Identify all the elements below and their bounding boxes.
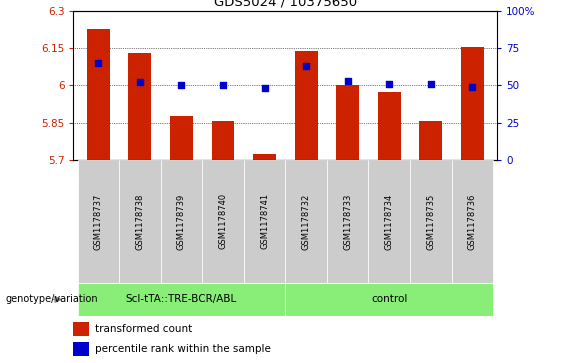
Bar [119,160,160,283]
Bar [419,121,442,160]
Bar [451,160,493,283]
Point [177,82,186,88]
Bar [368,160,410,283]
Text: GSM1178733: GSM1178733 [343,193,352,250]
Point [468,84,477,90]
Point [260,85,269,91]
Bar [378,91,401,160]
Bar [77,160,119,283]
Text: GSM1178736: GSM1178736 [468,193,477,250]
Text: GSM1178739: GSM1178739 [177,193,186,249]
Bar [73,322,89,336]
Bar [461,47,484,160]
Point [385,81,394,87]
Bar [170,116,193,160]
Bar [410,160,451,283]
Text: GSM1178734: GSM1178734 [385,193,394,249]
Bar [336,85,359,160]
Bar [327,160,368,283]
Bar [285,283,493,316]
Bar [202,160,244,283]
Text: GSM1178737: GSM1178737 [94,193,103,250]
Bar [211,121,234,160]
Bar [128,53,151,160]
Text: GSM1178740: GSM1178740 [219,193,228,249]
Point [219,82,228,88]
Text: percentile rank within the sample: percentile rank within the sample [95,344,271,354]
Bar [244,160,285,283]
Point [94,60,103,66]
Text: control: control [371,294,407,305]
Bar [73,342,89,356]
Bar [160,160,202,283]
Bar [253,154,276,160]
Text: GSM1178735: GSM1178735 [426,193,435,249]
Text: GSM1178741: GSM1178741 [260,193,269,249]
Bar [87,29,110,160]
Bar [77,283,285,316]
Bar [295,50,318,160]
Text: transformed count: transformed count [95,325,192,334]
Point [136,79,145,85]
Text: genotype/variation: genotype/variation [6,294,98,305]
Point [302,63,311,69]
Text: GSM1178732: GSM1178732 [302,193,311,249]
Point [426,81,435,87]
Point [343,78,352,84]
Text: GSM1178738: GSM1178738 [136,193,145,250]
Text: Scl-tTA::TRE-BCR/ABL: Scl-tTA::TRE-BCR/ABL [126,294,237,305]
Title: GDS5024 / 10375650: GDS5024 / 10375650 [214,0,357,8]
Bar [285,160,327,283]
